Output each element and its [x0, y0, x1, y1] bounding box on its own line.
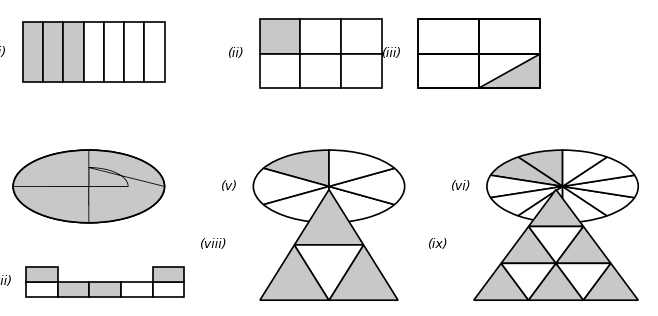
Bar — [260, 19, 301, 54]
Bar — [26, 267, 58, 282]
Bar — [63, 22, 84, 82]
Bar — [418, 54, 479, 88]
Wedge shape — [563, 157, 634, 186]
Bar — [479, 19, 540, 54]
Bar — [58, 282, 89, 297]
Wedge shape — [491, 157, 563, 186]
Polygon shape — [294, 245, 363, 300]
Text: (viii): (viii) — [199, 238, 227, 252]
Text: (vii): (vii) — [0, 275, 12, 289]
Text: (i): (i) — [0, 46, 7, 59]
Bar — [144, 22, 164, 82]
Polygon shape — [556, 227, 611, 263]
Polygon shape — [49, 150, 164, 186]
Wedge shape — [563, 175, 638, 198]
Text: (iii): (iii) — [381, 47, 401, 60]
Bar — [479, 54, 540, 88]
Wedge shape — [487, 175, 563, 198]
Wedge shape — [329, 150, 395, 186]
Polygon shape — [13, 186, 128, 223]
Bar — [341, 19, 382, 54]
Polygon shape — [501, 263, 556, 300]
Wedge shape — [518, 150, 563, 186]
Bar — [89, 282, 121, 297]
Wedge shape — [563, 186, 607, 223]
Wedge shape — [329, 186, 395, 223]
Polygon shape — [528, 227, 584, 263]
Bar — [479, 54, 540, 88]
Text: (ix): (ix) — [427, 238, 447, 252]
Bar — [418, 19, 479, 54]
Bar — [121, 282, 153, 297]
Polygon shape — [294, 190, 363, 245]
Bar — [26, 282, 58, 297]
Bar — [301, 54, 341, 88]
Wedge shape — [491, 186, 563, 216]
Wedge shape — [263, 150, 329, 186]
Polygon shape — [89, 167, 164, 223]
Bar — [153, 282, 184, 297]
Bar — [341, 54, 382, 88]
Polygon shape — [474, 263, 528, 300]
Bar — [418, 19, 479, 54]
Polygon shape — [556, 263, 611, 300]
Wedge shape — [563, 150, 607, 186]
Bar — [124, 22, 144, 82]
Polygon shape — [528, 263, 584, 300]
Bar — [23, 22, 43, 82]
Wedge shape — [253, 168, 329, 205]
Polygon shape — [13, 150, 89, 205]
Bar — [153, 267, 184, 282]
Circle shape — [13, 150, 164, 223]
Bar — [104, 22, 124, 82]
Polygon shape — [584, 263, 638, 300]
Bar — [84, 22, 104, 82]
Wedge shape — [518, 186, 563, 223]
Bar — [301, 19, 341, 54]
Bar — [43, 22, 63, 82]
Polygon shape — [528, 190, 584, 227]
Wedge shape — [563, 186, 634, 216]
Text: (ii): (ii) — [227, 47, 243, 60]
Wedge shape — [329, 168, 405, 205]
Wedge shape — [263, 186, 329, 223]
Bar — [479, 19, 540, 54]
Polygon shape — [479, 54, 540, 88]
Bar — [260, 54, 301, 88]
Text: (vi): (vi) — [450, 180, 470, 193]
Text: (v): (v) — [220, 180, 237, 193]
Bar — [418, 54, 479, 88]
Polygon shape — [260, 245, 329, 300]
Polygon shape — [329, 245, 398, 300]
Polygon shape — [501, 227, 556, 263]
